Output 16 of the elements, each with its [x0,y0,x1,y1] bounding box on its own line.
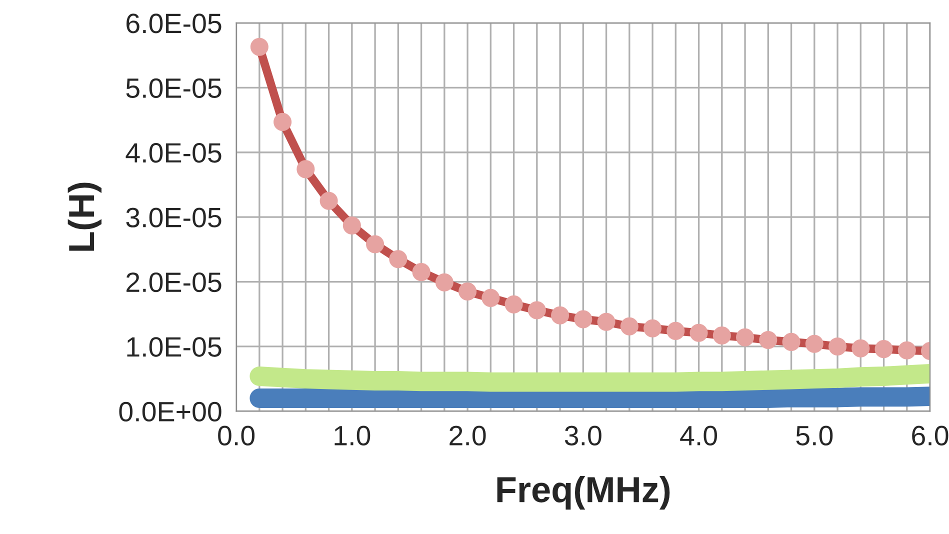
y-tick-label: 4.0E-05 [126,143,222,163]
y-tick-label: 5.0E-05 [126,78,222,98]
x-tick-label: 0.0 [218,426,255,446]
x-tick-label: 6.0 [912,426,948,446]
x-axis-title: Freq(MHz) [497,476,670,510]
y-tick-label: 1.0E-05 [127,337,222,357]
x-tick-label: 4.0 [680,426,718,446]
x-tick-label: 2.0 [450,426,486,446]
y-tick-label: 6.0E-05 [126,14,222,34]
y-tick-label: 0.0E+00 [119,402,222,422]
x-tick-label: 3.0 [564,426,602,446]
y-tick-label: 3.0E-05 [126,208,222,228]
x-tick-label: 1.0 [334,426,370,446]
y-tick-label: 2.0E-05 [126,272,222,292]
y-axis-title: L(H) [68,182,102,251]
x-tick-label: 5.0 [796,426,833,446]
